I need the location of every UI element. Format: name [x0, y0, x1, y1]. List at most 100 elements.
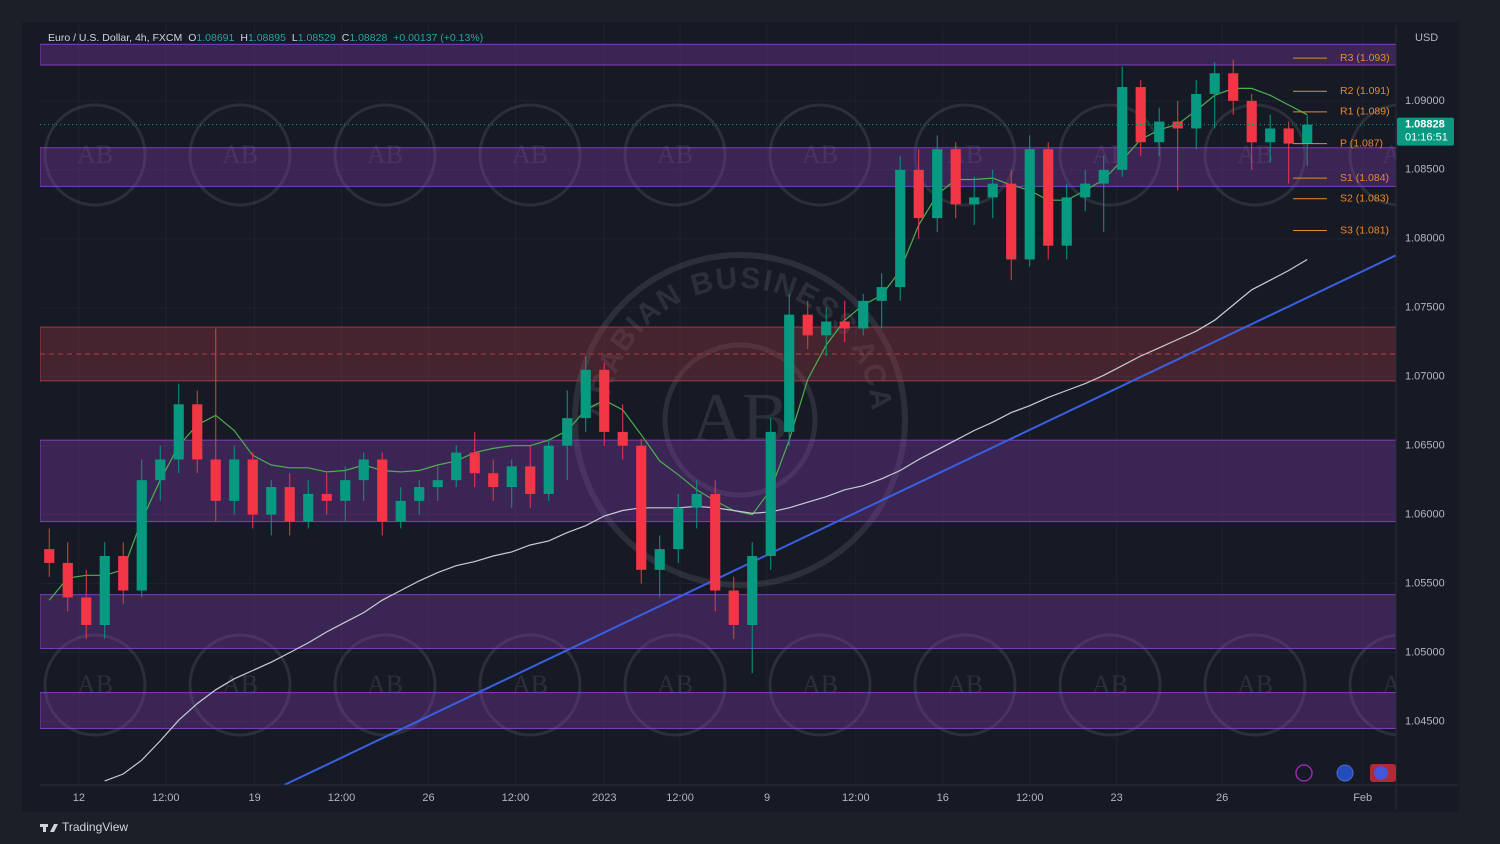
zone: [40, 43, 1396, 66]
candle-body: [1043, 149, 1054, 246]
x-tick-label: 12:00: [666, 792, 694, 804]
candle-body: [432, 480, 443, 488]
watermark-badge-text: AB: [77, 670, 113, 699]
candle-body: [155, 459, 166, 481]
candle-body: [1191, 93, 1202, 129]
candle-body: [377, 459, 388, 522]
x-tick-label: 16: [937, 792, 949, 804]
price-tag: [1397, 117, 1454, 146]
candle-body: [1228, 73, 1239, 101]
candle-body: [1024, 149, 1035, 260]
candle-body: [876, 287, 887, 301]
candle-body: [303, 493, 314, 522]
legend-header: Euro / U.S. Dollar, 4h, FXCM O1.08691 H1.0…: [48, 32, 483, 44]
candle-body: [1172, 121, 1183, 129]
candle-body: [580, 369, 591, 419]
watermark-badge-text: AB: [947, 670, 983, 699]
watermark-badge-text: AB: [222, 670, 258, 699]
watermark-badge-text: AB: [657, 140, 693, 169]
plot-area: ARABIAN BUSINESS ACADEMYABABABABABABABAB…: [40, 25, 1418, 785]
candle-body: [469, 452, 480, 474]
watermark-badge-text: AB: [1382, 140, 1418, 169]
zone: [40, 147, 1396, 187]
watermark-badge-text: AB: [1092, 670, 1128, 699]
y-tick-label: 1.04500: [1405, 715, 1445, 727]
watermark-badge: [1348, 103, 1396, 207]
x-tick-label: 12:00: [842, 792, 870, 804]
candle-body: [543, 445, 554, 494]
ohlc-label: H: [240, 32, 248, 44]
watermark-badge-text: AB: [1237, 140, 1273, 169]
pivot-label: S1 (1.084): [1340, 172, 1389, 184]
x-tick-label: Feb: [1353, 792, 1372, 804]
price-tag-countdown: 01:16:51: [1405, 131, 1448, 143]
moving-average: [48, 87, 1308, 601]
pivot-label: S2 (1.083): [1340, 193, 1389, 205]
candle-body: [44, 549, 55, 563]
watermark-badge-text: AB: [77, 140, 113, 169]
candle-body: [1135, 87, 1146, 143]
watermark-badge-text: AB: [367, 140, 403, 169]
candle-body: [192, 404, 203, 460]
event-icon[interactable]: [1336, 764, 1354, 782]
x-tick-label: 12:00: [152, 792, 180, 804]
currency-label: USD: [1415, 32, 1438, 44]
candle-body: [802, 314, 813, 336]
y-tick-label: 1.05000: [1405, 646, 1445, 658]
price-tag-value: 1.08828: [1405, 118, 1445, 130]
trendline: [283, 254, 1396, 785]
x-tick-label: 23: [1111, 792, 1123, 804]
pivot-label: P (1.087): [1340, 137, 1383, 149]
candle-body: [1246, 100, 1257, 143]
candle-body: [1006, 183, 1017, 260]
y-tick-label: 1.08000: [1405, 233, 1445, 245]
ohlc-value: 1.08691: [196, 32, 234, 44]
candle-body: [1209, 73, 1220, 94]
candle-body: [728, 590, 739, 625]
watermark-badge: [768, 103, 872, 207]
x-tick-label: 26: [422, 792, 434, 804]
watermark-badge: [623, 633, 727, 737]
candle-body: [932, 149, 943, 219]
candle-body: [414, 487, 425, 501]
candle-body: [210, 459, 221, 501]
watermark-badge-text: AB: [657, 670, 693, 699]
ohlc-label: L: [292, 32, 298, 44]
alert-icon[interactable]: [1295, 764, 1313, 782]
candle-body: [62, 562, 73, 598]
candle-body: [1154, 121, 1165, 143]
chart-panel: [22, 22, 1459, 812]
candle-body: [173, 404, 184, 460]
candle-body: [636, 445, 647, 570]
change: +0.00137 (+0.13%): [393, 32, 483, 44]
candle-body: [229, 459, 240, 501]
watermark-badge: [1348, 633, 1396, 737]
watermark-badge-text: AB: [512, 670, 548, 699]
watermark-badge: [1058, 633, 1162, 737]
candle-body: [1302, 124, 1313, 144]
logo-shape: [50, 824, 58, 832]
candle-body: [266, 487, 277, 515]
candle-body: [284, 487, 295, 522]
ohlc-value: 1.08529: [298, 32, 336, 44]
watermark-ring: [662, 342, 818, 498]
watermark-badge-text: AB: [1237, 670, 1273, 699]
y-tick-label: 1.07500: [1405, 302, 1445, 314]
candle-body: [395, 500, 406, 522]
x-tick-label: 12: [73, 792, 85, 804]
candle-body: [821, 321, 832, 336]
candle-body: [617, 431, 628, 446]
event-icon[interactable]: [1374, 766, 1388, 780]
watermark-badge: [913, 103, 1017, 207]
watermark-badge: [478, 103, 582, 207]
watermark-ring: [572, 252, 908, 588]
moving-average: [104, 258, 1308, 782]
candle-body: [506, 466, 517, 488]
watermark-badge-text: AB: [1382, 670, 1418, 699]
zone: [40, 594, 1396, 649]
candle-body: [451, 452, 462, 481]
candle-body: [1098, 169, 1109, 184]
y-tick-label: 1.05500: [1405, 578, 1445, 590]
